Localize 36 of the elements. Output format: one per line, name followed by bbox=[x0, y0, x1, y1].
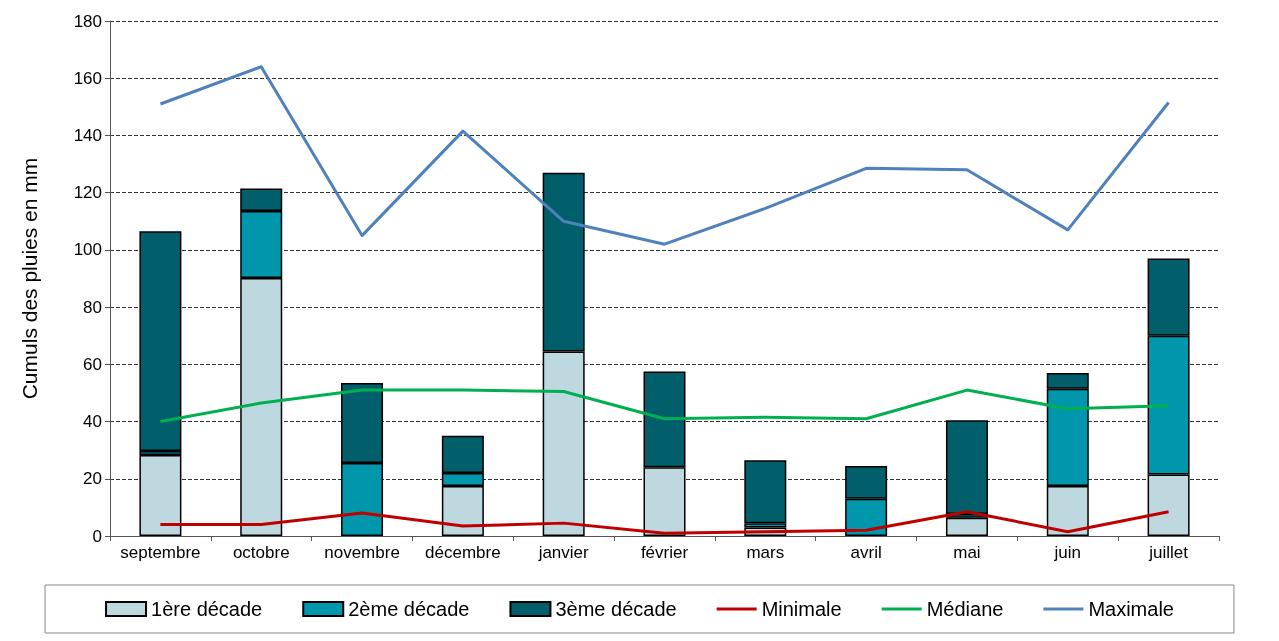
legend-label: Maximale bbox=[1088, 598, 1174, 620]
bar bbox=[139, 455, 182, 536]
line-series bbox=[158, 388, 1171, 424]
legend-label: 2ème décade bbox=[348, 598, 470, 620]
bar bbox=[945, 420, 988, 514]
line-series bbox=[158, 510, 1171, 535]
x-tick-label: février bbox=[640, 543, 689, 562]
line-series bbox=[158, 65, 1171, 246]
bar bbox=[744, 460, 787, 524]
legend-label: Médiane bbox=[926, 598, 1004, 620]
y-tick-label: 60 bbox=[83, 354, 102, 374]
x-tick-label: mai bbox=[953, 543, 981, 562]
x-tick-label: janvier bbox=[537, 543, 590, 562]
y-tick-label: 120 bbox=[73, 183, 102, 203]
y-tick-label: 140 bbox=[73, 125, 102, 145]
bar bbox=[945, 517, 988, 536]
y-tick-label: 20 bbox=[83, 469, 102, 489]
y-tick-label: 40 bbox=[83, 412, 102, 432]
y-tick-label: 80 bbox=[83, 297, 102, 317]
x-tick-label: juin bbox=[1053, 543, 1082, 562]
y-axis-title: Cumuls des pluies en mm bbox=[18, 157, 41, 400]
x-tick-label: décembre bbox=[425, 543, 501, 562]
x-tick-label: octobre bbox=[232, 543, 290, 562]
x-tick-label: mars bbox=[746, 543, 785, 562]
y-tick-label: 0 bbox=[92, 526, 102, 546]
legend-label: 1ère décade bbox=[151, 598, 263, 620]
legend-label: 3ème décade bbox=[555, 598, 677, 620]
x-tick-label: novembre bbox=[324, 543, 400, 562]
x-tick-label: septembre bbox=[120, 543, 201, 562]
x-tick-label: juillet bbox=[1148, 543, 1189, 562]
y-tick-label: 180 bbox=[73, 11, 102, 31]
y-tick-label: 160 bbox=[73, 68, 102, 88]
legend-label: Minimale bbox=[761, 598, 842, 620]
y-tick-label: 100 bbox=[73, 240, 102, 260]
bar bbox=[139, 231, 182, 452]
x-tick-label: avril bbox=[850, 543, 882, 562]
